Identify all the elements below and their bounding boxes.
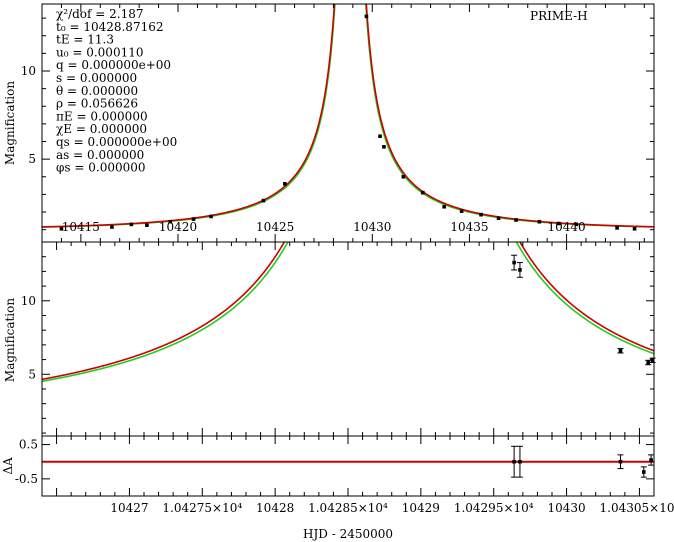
model-parameter-line: ρ = 0.056626 — [56, 97, 138, 111]
middle-data-point — [516, 262, 523, 278]
middle-data-point — [617, 348, 624, 354]
residual-data-point — [640, 466, 647, 478]
top-data-point — [382, 145, 386, 149]
model-parameter-line: qs = 0.000000e+00 — [56, 135, 177, 149]
residual-x-tick-label: 10428 — [256, 501, 294, 515]
top-data-point — [191, 217, 196, 221]
top-data-point — [378, 134, 382, 139]
middle-model-curves — [42, 242, 654, 383]
model-parameter-line: φs = 0.000000 — [56, 161, 146, 175]
top-x-tick-label: 10435 — [450, 220, 488, 234]
top-data-point — [479, 212, 483, 217]
model-parameter-line: t₀ = 10428.87162 — [56, 20, 163, 34]
residual-data-point — [617, 454, 624, 470]
top-y-axis-label: Magnification — [3, 81, 17, 165]
middle-data-points — [511, 254, 656, 366]
model-parameter-line: χE = 0.000000 — [56, 122, 147, 136]
top-data-points — [59, 14, 637, 231]
top-data-point — [145, 223, 149, 228]
top-data-point — [283, 182, 287, 186]
residual-y-tick-label: 0.5 — [19, 438, 38, 452]
middle-y-tick-label: 5 — [28, 367, 36, 381]
top-axis-ticks: 10415 10420 10425 10430 10435 10440 5 10 — [21, 4, 654, 242]
residual-x-tick-label: 1.04295×10⁴ — [454, 501, 534, 515]
top-data-point — [168, 219, 173, 224]
model-parameter-line: u₀ = 0.000110 — [56, 45, 143, 59]
top-data-point — [496, 216, 501, 220]
residual-x-tick-label: 10430 — [547, 501, 585, 515]
top-y-tick-label: 10 — [21, 64, 36, 78]
model-parameter-line: q = 0.000000e+00 — [56, 58, 171, 72]
residual-axis-ticks: -0.5 0.5 10427 1.04275×10⁴ 10428 1.04285×10⁴ 1… — [15, 436, 674, 515]
top-x-tick-label: 10430 — [353, 220, 391, 234]
top-data-point — [537, 219, 542, 224]
model-parameter-line: as = 0.000000 — [56, 148, 144, 162]
middle-y-axis-label: Magnification — [3, 298, 17, 382]
middle-y-tick-label: 10 — [21, 294, 36, 308]
residual-y-tick-label: -0.5 — [15, 472, 38, 486]
top-model-curves — [42, 4, 654, 228]
middle-model-curve-green — [42, 242, 654, 383]
top-data-point — [261, 198, 266, 203]
middle-data-point — [645, 359, 652, 366]
residual-data-point — [648, 454, 655, 466]
residual-data-points — [511, 445, 655, 478]
middle-data-point — [649, 357, 656, 364]
top-y-tick-label: 5 — [28, 152, 36, 166]
residual-panel: -0.5 0.5 10427 1.04275×10⁴ 10428 1.04285×10⁴ 1… — [1, 435, 674, 541]
top-data-point — [59, 226, 64, 231]
middle-panel-frame — [41, 241, 655, 437]
model-parameter-line: πE = 0.000000 — [56, 109, 148, 123]
x-axis-label: HJD - 2450000 — [303, 527, 393, 541]
middle-panel: 5 10 Magnification — [3, 241, 656, 437]
top-panel-title: PRIME-H — [530, 9, 588, 23]
model-parameter-line: χ²/dof = 2.187 — [56, 7, 144, 21]
residual-x-tick-label: 1.04305×10⁴ — [600, 501, 674, 515]
top-data-point — [421, 190, 425, 195]
top-x-tick-label: 10420 — [159, 220, 197, 234]
top-data-point — [401, 174, 406, 179]
top-data-point — [110, 225, 114, 229]
residual-y-axis-label: ΔA — [1, 457, 15, 475]
top-x-tick-label: 10415 — [62, 220, 100, 234]
residual-data-point — [516, 445, 523, 478]
top-data-point — [442, 204, 446, 209]
top-data-point — [615, 226, 619, 230]
top-data-point — [514, 218, 518, 222]
top-data-point — [632, 226, 637, 231]
top-data-point — [129, 222, 134, 227]
top-x-tick-label: 10425 — [256, 220, 294, 234]
residual-x-tick-label: 1.04285×10⁴ — [308, 501, 388, 515]
model-parameter-line: tE = 11.3 — [56, 33, 114, 47]
top-model-curve-red — [42, 4, 654, 228]
top-data-point — [574, 222, 579, 227]
residual-panel-frame — [41, 435, 655, 497]
top-x-tick-label: 10440 — [547, 220, 585, 234]
residual-data-point — [511, 445, 518, 478]
top-data-point — [459, 209, 464, 213]
middle-data-point — [511, 254, 518, 271]
middle-model-curve-red — [42, 242, 654, 381]
middle-axis-ticks: 5 10 — [21, 241, 654, 436]
top-panel: 10415 10420 10425 10430 10435 10440 5 10 PRIME-… — [3, 3, 655, 243]
top-data-point — [209, 214, 213, 219]
residual-x-tick-label: 10427 — [110, 501, 148, 515]
residual-x-tick-label: 1.04275×10⁴ — [162, 501, 242, 515]
model-parameter-line: s = 0.000000 — [56, 71, 137, 85]
top-data-point — [364, 14, 369, 19]
model-parameter-line: θ = 0.000000 — [56, 84, 138, 98]
top-data-point — [557, 221, 561, 226]
residual-x-tick-label: 10429 — [402, 501, 440, 515]
